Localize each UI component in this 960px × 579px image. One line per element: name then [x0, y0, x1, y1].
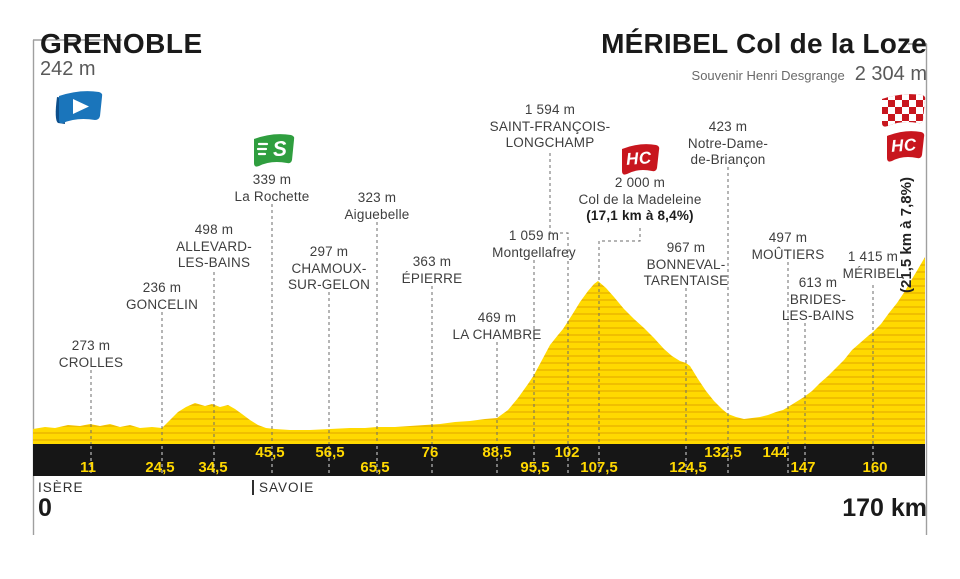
km-mark: 144	[762, 444, 788, 461]
waypoint-elevation: 1 594 m	[524, 102, 576, 117]
waypoint-marker-lines	[90, 153, 874, 444]
waypoint-elevation: 613 m	[798, 275, 838, 290]
distance-end-label: 170 km	[842, 494, 927, 522]
waypoint-name: de-Briançon	[690, 152, 766, 167]
waypoint-aiguebelle: 323 m Aiguebelle	[344, 190, 409, 223]
waypoint-name: Notre-Dame-	[687, 135, 769, 151]
waypoint-elevation: 497 m	[768, 230, 808, 245]
waypoint-name: Col de la Madeleine	[578, 191, 702, 207]
waypoint-elevation: 1 059 m	[508, 228, 560, 243]
waypoint-goncelin: 236 m GONCELIN	[126, 280, 198, 313]
finish-city-name: MÉRIBEL Col de la Loze	[601, 28, 927, 59]
waypoint-elevation: 363 m	[412, 254, 452, 269]
waypoint-col-de-la-madeleine: 2 000 m Col de la Madeleine (17,1 km à 8…	[578, 175, 701, 225]
waypoint-elevation: 423 m	[708, 119, 748, 134]
waypoint-elevation: 967 m	[666, 240, 706, 255]
sprint-icon: S	[248, 130, 296, 170]
waypoint-name: MOÛTIERS	[751, 246, 825, 262]
hc-finish-icon: HC	[882, 128, 926, 164]
waypoint-name: MÉRIBEL	[842, 265, 904, 281]
km-mark: 107,5	[580, 459, 618, 476]
waypoint-bonneval-tarentaise: 967 m BONNEVAL- TARENTAISE	[644, 240, 729, 290]
waypoint-allevard-les-bains: 498 m ALLEVARD- LES-BAINS	[176, 222, 252, 272]
waypoint-name: GONCELIN	[125, 296, 199, 312]
waypoint-elevation: 339 m	[252, 172, 292, 187]
waypoint-elevation: 273 m	[71, 338, 111, 353]
km-mark: 147	[790, 459, 816, 476]
waypoint-name: LONGCHAMP	[505, 135, 595, 150]
km-mark: 160	[862, 459, 888, 476]
waypoint-name: LES-BAINS	[177, 255, 251, 270]
km-mark: 95,5	[520, 459, 550, 476]
distance-start-label: 0	[38, 494, 52, 522]
waypoint-name: La Rochette	[234, 188, 310, 204]
waypoint-moutiers: 497 m MOÛTIERS	[752, 230, 825, 263]
waypoint-elevation: 2 000 m	[614, 175, 666, 190]
start-elevation: 242 m	[40, 58, 96, 80]
waypoint-name: Montgellafrey	[492, 244, 576, 260]
waypoint-name: BONNEVAL-	[646, 256, 726, 272]
km-mark: 11	[80, 459, 96, 476]
elevation-profile-area	[33, 257, 925, 444]
waypoint-name: LA CHAMBRE	[452, 326, 542, 342]
km-mark: 102	[554, 444, 580, 461]
km-mark: 56,5	[315, 444, 345, 461]
waypoint-montgellafrey: 1 059 m Montgellafrey	[492, 228, 576, 261]
start-flag-icon	[50, 86, 106, 130]
waypoint-elevation: 297 m	[309, 244, 349, 259]
waypoint-epierre: 363 m ÉPIERRE	[402, 254, 463, 287]
finish-flag-icon	[876, 90, 928, 130]
finish-elevation: 2 304 m	[854, 63, 927, 85]
km-mark: 24,5	[145, 459, 175, 476]
waypoint-name: CHAMOUX-	[291, 260, 367, 276]
finish-header: MÉRIBEL Col de la Loze Souvenir Henri De…	[601, 28, 927, 86]
km-mark: 45,5	[255, 444, 285, 461]
waypoint-saint-francois-longchamp: 1 594 m SAINT-FRANÇOIS- LONGCHAMP	[490, 102, 611, 152]
waypoint-name: ÉPIERRE	[401, 270, 463, 286]
hc-madeleine-icon: HC	[617, 141, 661, 177]
waypoint-elevation: 498 m	[194, 222, 234, 237]
region-isere: ISÈRE	[38, 480, 84, 495]
souvenir-label: Souvenir Henri Desgrange	[691, 68, 845, 83]
waypoint-name: CROLLES	[58, 354, 124, 370]
waypoint-name: LES-BAINS	[781, 308, 855, 323]
km-mark: 65,5	[360, 459, 390, 476]
final-climb-gradient-note: (21,5 km à 7,8%)	[898, 177, 915, 293]
km-bar	[33, 444, 925, 476]
waypoint-la-rochette: 339 m La Rochette	[235, 172, 310, 205]
km-mark: 76	[421, 444, 439, 461]
waypoint-elevation: 469 m	[477, 310, 517, 325]
waypoint-name: TARENTAISE	[643, 273, 729, 288]
km-mark: 88,5	[482, 444, 512, 461]
waypoint-name: SUR-GELON	[287, 277, 371, 292]
waypoint-brides-les-bains: 613 m BRIDES- LES-BAINS	[782, 275, 854, 325]
start-city-name: GRENOBLE	[40, 28, 203, 59]
waypoint-elevation: 236 m	[142, 280, 182, 295]
waypoint-chamoux-sur-gelon: 297 m CHAMOUX- SUR-GELON	[288, 244, 370, 294]
waypoint-name: ALLEVARD-	[176, 238, 252, 254]
waypoint-meribel: 1 415 m MÉRIBEL	[843, 249, 904, 282]
waypoint-crolles: 273 m CROLLES	[59, 338, 123, 371]
waypoint-la-chambre: 469 m LA CHAMBRE	[452, 310, 541, 343]
waypoint-name: SAINT-FRANÇOIS-	[489, 118, 611, 134]
km-bar-ticks	[90, 446, 874, 474]
waypoint-name: BRIDES-	[789, 291, 847, 307]
waypoint-name: Aiguebelle	[344, 206, 410, 222]
waypoint-notre-dame-de-briancon: 423 m Notre-Dame- de-Briançon	[688, 119, 768, 169]
waypoint-elevation: 323 m	[357, 190, 397, 205]
waypoint-elevation: 1 415 m	[847, 249, 899, 264]
km-mark: 34,5	[198, 459, 228, 476]
km-mark: 132,5	[704, 444, 742, 461]
waypoint-climb-note: (17,1 km à 8,4%)	[586, 208, 694, 223]
region-savoie: SAVOIE	[252, 480, 314, 495]
km-mark: 124,5	[669, 459, 707, 476]
